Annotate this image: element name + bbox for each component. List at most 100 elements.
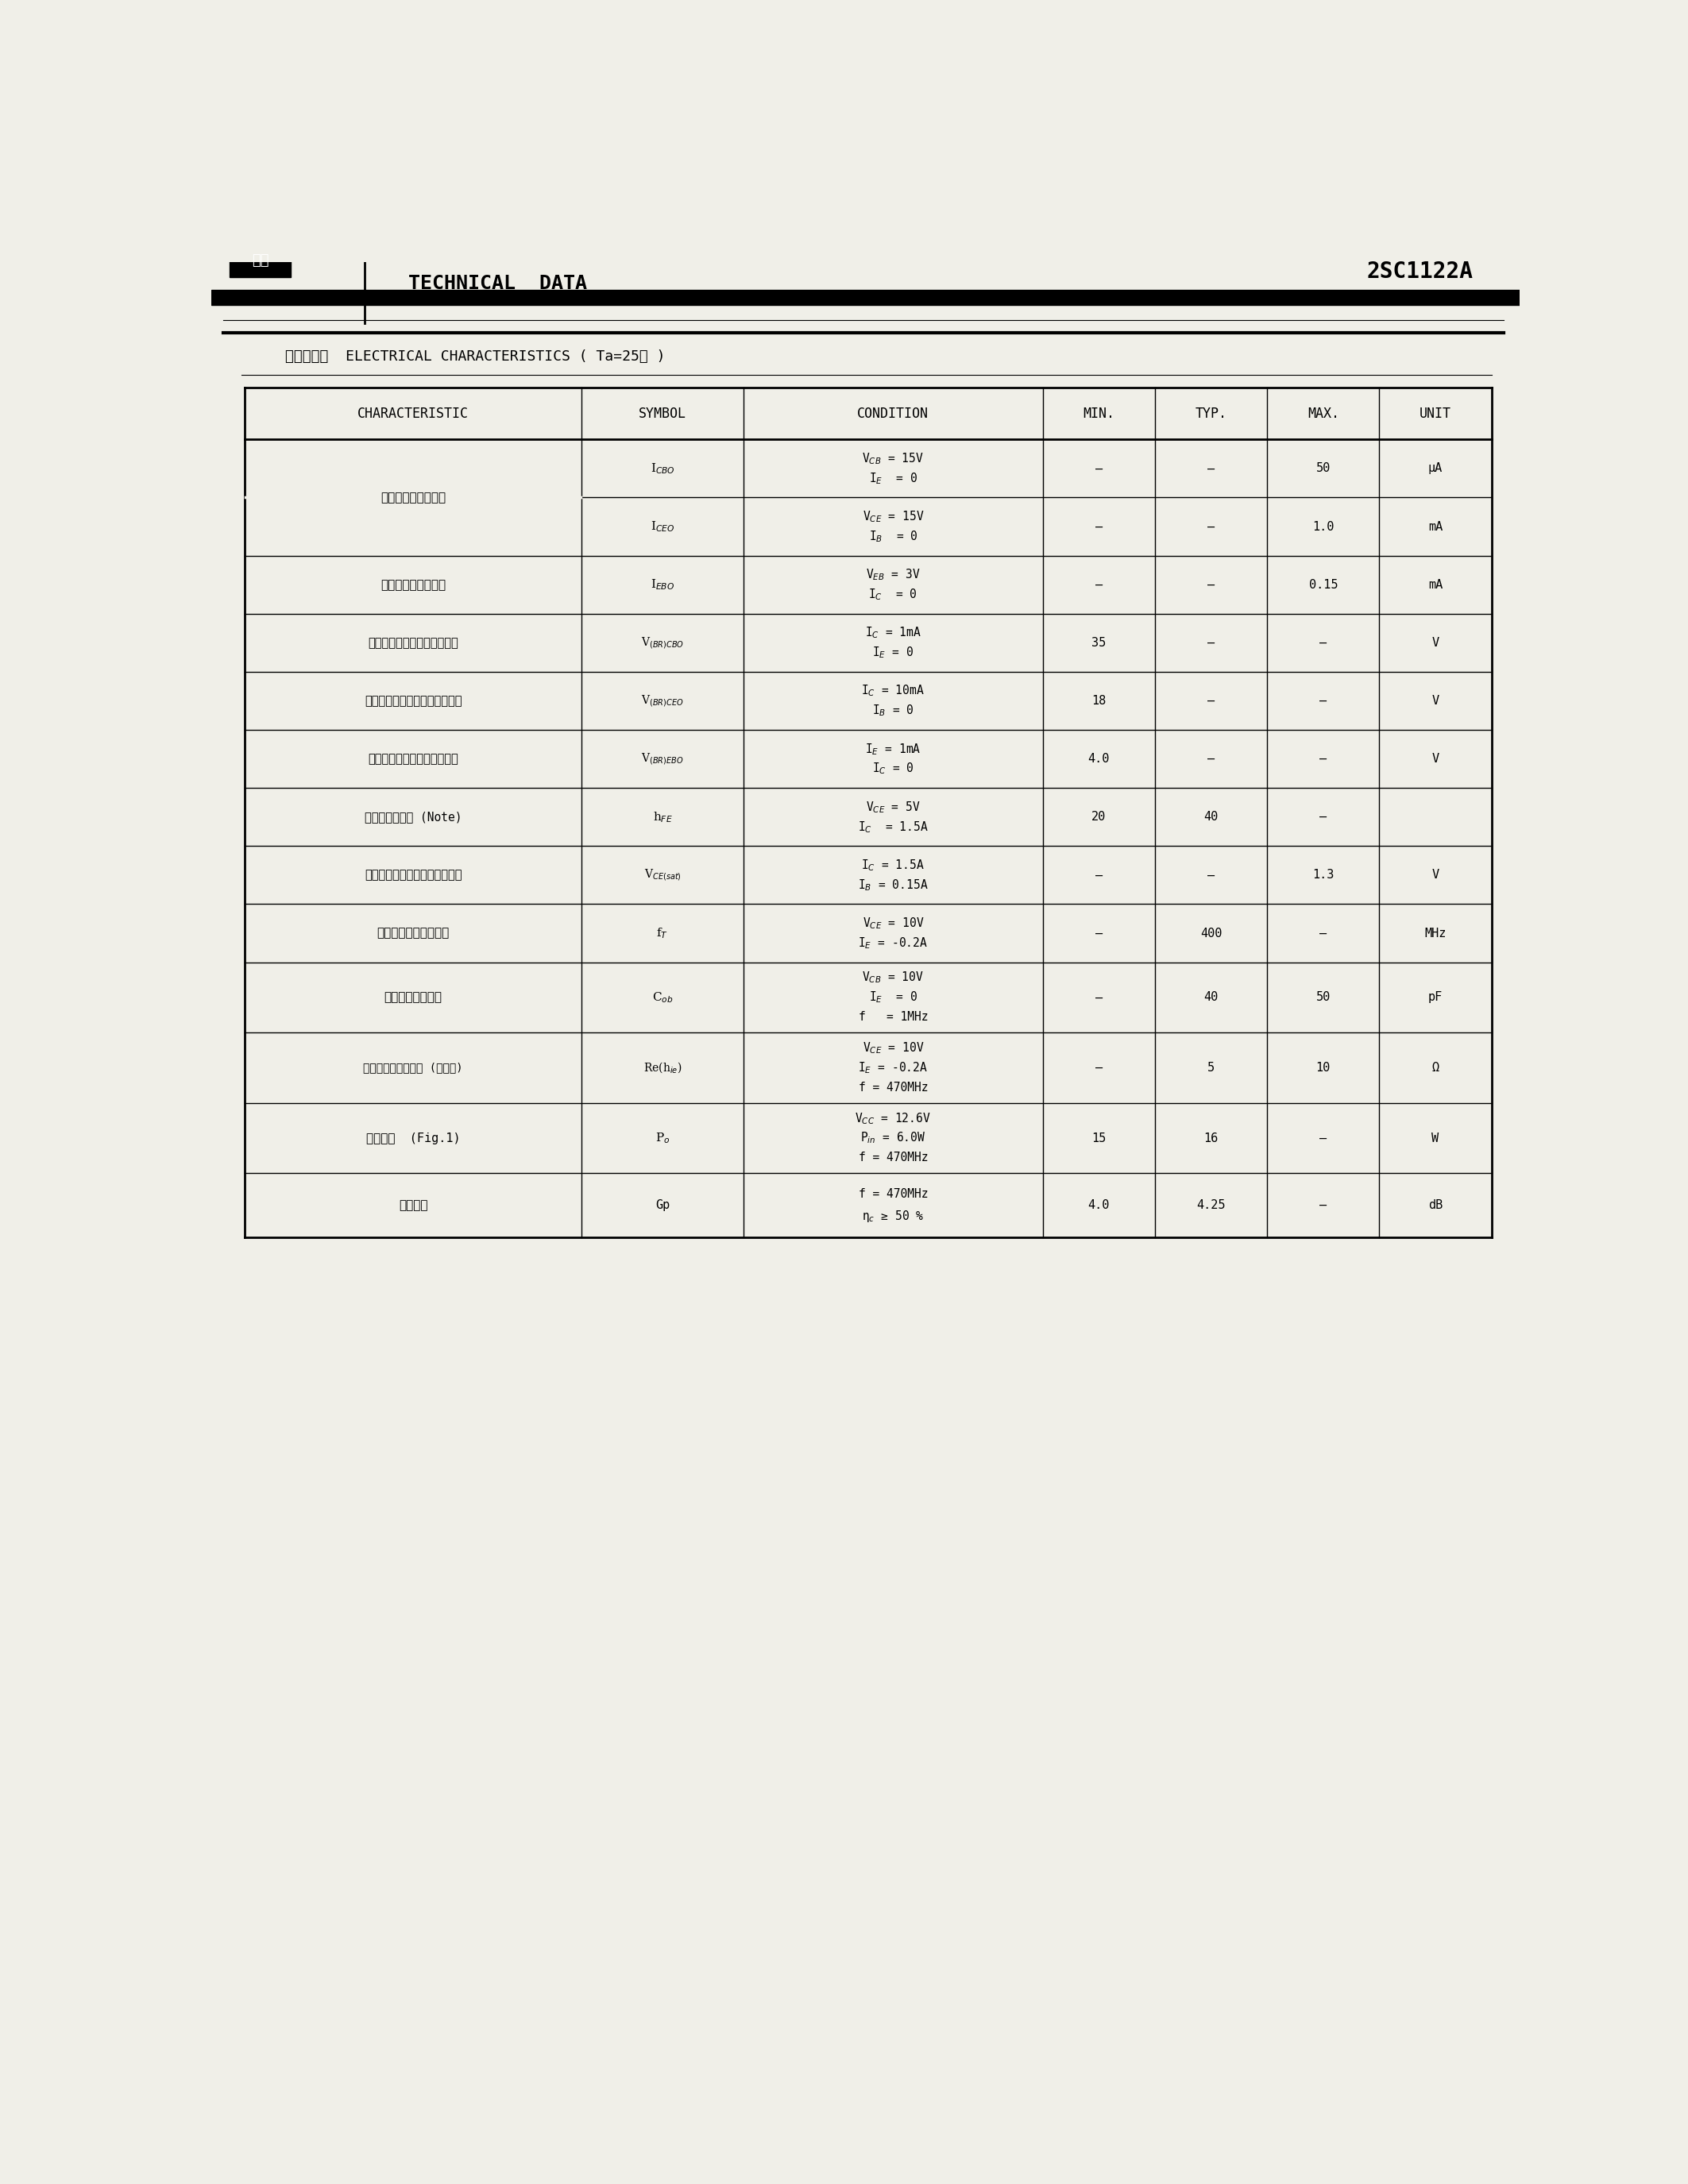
Text: dB: dB xyxy=(1428,1199,1443,1212)
Text: P$_{o}$: P$_{o}$ xyxy=(655,1131,670,1144)
Text: I$_{C}$  = 0: I$_{C}$ = 0 xyxy=(869,587,918,603)
Text: I$_{C}$ = 1.5A: I$_{C}$ = 1.5A xyxy=(861,858,925,874)
Text: mA: mA xyxy=(1428,579,1443,590)
Text: I$_{EBO}$: I$_{EBO}$ xyxy=(650,577,675,592)
Text: V: V xyxy=(1431,753,1440,764)
Text: —: — xyxy=(1207,753,1215,764)
Text: 出力電力  (Fig.1): 出力電力 (Fig.1) xyxy=(366,1131,461,1144)
Text: エミツタ・ベース間降伏電圧: エミツタ・ベース間降伏電圧 xyxy=(368,753,459,764)
Text: —: — xyxy=(1096,579,1102,590)
Text: f$_{T}$: f$_{T}$ xyxy=(657,926,668,941)
Text: I$_{C}$ = 10mA: I$_{C}$ = 10mA xyxy=(861,684,925,699)
Text: I$_{CEO}$: I$_{CEO}$ xyxy=(650,520,675,533)
Text: I$_{B}$ = 0: I$_{B}$ = 0 xyxy=(873,703,915,719)
Text: I$_{E}$  = 0: I$_{E}$ = 0 xyxy=(869,989,917,1005)
Text: I$_{C}$ = 0: I$_{C}$ = 0 xyxy=(873,762,915,775)
Bar xyxy=(211,290,1519,306)
Text: 18: 18 xyxy=(1092,695,1106,708)
Text: I$_{E}$ = 1mA: I$_{E}$ = 1mA xyxy=(866,743,922,756)
Text: —: — xyxy=(1207,579,1215,590)
Text: トランジション周波数: トランジション周波数 xyxy=(376,928,449,939)
Text: V$_{CE}$ = 10V: V$_{CE}$ = 10V xyxy=(863,1040,923,1055)
Text: 40: 40 xyxy=(1204,810,1219,823)
Text: コレクタしゃ断電流: コレクタしゃ断電流 xyxy=(380,491,446,505)
Text: 1.0: 1.0 xyxy=(1312,520,1334,533)
Text: 直流電流増幅率 (Note): 直流電流増幅率 (Note) xyxy=(365,810,463,823)
Text: エミツタしゃ断電流: エミツタしゃ断電流 xyxy=(380,579,446,590)
Text: —: — xyxy=(1207,463,1215,474)
Text: Ω: Ω xyxy=(1431,1061,1440,1075)
Text: V: V xyxy=(1431,695,1440,708)
Text: MAX.: MAX. xyxy=(1307,406,1339,422)
Text: mA: mA xyxy=(1428,520,1443,533)
Text: V$_{CB}$ = 10V: V$_{CB}$ = 10V xyxy=(863,970,923,985)
Text: —: — xyxy=(1096,928,1102,939)
Text: —: — xyxy=(1096,1061,1102,1075)
Text: I$_{E}$ = -0.2A: I$_{E}$ = -0.2A xyxy=(858,935,928,950)
Text: —: — xyxy=(1207,638,1215,649)
Text: 電力利得: 電力利得 xyxy=(398,1199,427,1212)
Text: 2SC1122A: 2SC1122A xyxy=(1367,260,1474,282)
Text: V$_{CE}$ = 10V: V$_{CE}$ = 10V xyxy=(863,915,923,930)
Text: CHARACTERISTIC: CHARACTERISTIC xyxy=(358,406,469,422)
Text: f   = 1MHz: f = 1MHz xyxy=(859,1011,928,1022)
Text: 35: 35 xyxy=(1092,638,1106,649)
Text: Re(h$_{ie}$): Re(h$_{ie}$) xyxy=(643,1061,682,1075)
Text: —: — xyxy=(1207,520,1215,533)
Text: P$_{in}$ = 6.0W: P$_{in}$ = 6.0W xyxy=(861,1131,925,1144)
Text: η$_{c}$ ≥ 50 %: η$_{c}$ ≥ 50 % xyxy=(863,1208,925,1223)
Text: TYP.: TYP. xyxy=(1195,406,1227,422)
Text: コレクタ・ベース間降伏電圧: コレクタ・ベース間降伏電圧 xyxy=(368,638,459,649)
Text: MHz: MHz xyxy=(1425,928,1447,939)
Text: V$_{CE(sat)}$: V$_{CE(sat)}$ xyxy=(643,867,680,882)
Text: V$_{(BR)CEO}$: V$_{(BR)CEO}$ xyxy=(641,692,684,708)
Text: —: — xyxy=(1320,638,1327,649)
Text: I$_{E}$  = 0: I$_{E}$ = 0 xyxy=(869,472,917,485)
Text: —: — xyxy=(1096,869,1102,880)
Text: V$_{(BR)CBO}$: V$_{(BR)CBO}$ xyxy=(641,636,684,651)
Text: 50: 50 xyxy=(1317,463,1330,474)
Text: —: — xyxy=(1320,1199,1327,1212)
Text: —: — xyxy=(1320,810,1327,823)
Text: I$_{C}$ = 1mA: I$_{C}$ = 1mA xyxy=(864,625,922,640)
Text: 4.25: 4.25 xyxy=(1197,1199,1225,1212)
Text: 10: 10 xyxy=(1317,1061,1330,1075)
Text: f = 470MHz: f = 470MHz xyxy=(859,1081,928,1094)
Text: —: — xyxy=(1320,928,1327,939)
Text: 東芝: 東芝 xyxy=(253,290,267,304)
Text: —: — xyxy=(1320,753,1327,764)
Text: 0.15: 0.15 xyxy=(1308,579,1337,590)
Text: 入力インビーダンス (実数部): 入力インビーダンス (実数部) xyxy=(363,1061,463,1072)
Text: 15: 15 xyxy=(1092,1131,1106,1144)
Text: コレクタ・エミツタ間降伏電圧: コレクタ・エミツタ間降伏電圧 xyxy=(365,695,463,708)
Text: f = 470MHz: f = 470MHz xyxy=(859,1151,928,1164)
Text: —: — xyxy=(1096,520,1102,533)
Text: V: V xyxy=(1431,869,1440,880)
Text: コレクタ出力容量: コレクタ出力容量 xyxy=(385,992,442,1002)
Text: 4.0: 4.0 xyxy=(1089,753,1109,764)
Text: I$_{E}$ = -0.2A: I$_{E}$ = -0.2A xyxy=(858,1059,928,1075)
Text: V$_{CE}$ = 15V: V$_{CE}$ = 15V xyxy=(863,509,923,524)
Text: W: W xyxy=(1431,1131,1440,1144)
Bar xyxy=(230,245,290,277)
Text: —: — xyxy=(1320,1131,1327,1144)
Text: コレクタ・エミツタ間飽和電圧: コレクタ・エミツタ間飽和電圧 xyxy=(365,869,463,880)
Text: SYMBOL: SYMBOL xyxy=(638,406,687,422)
Text: μA: μA xyxy=(1428,463,1443,474)
Text: I$_{B}$  = 0: I$_{B}$ = 0 xyxy=(869,529,918,544)
Text: 40: 40 xyxy=(1204,992,1219,1002)
Text: pF: pF xyxy=(1428,992,1443,1002)
Text: 16: 16 xyxy=(1204,1131,1219,1144)
Text: MIN.: MIN. xyxy=(1084,406,1114,422)
Text: C$_{ob}$: C$_{ob}$ xyxy=(652,989,674,1005)
Text: CONDITION: CONDITION xyxy=(858,406,928,422)
Text: I$_{CBO}$: I$_{CBO}$ xyxy=(650,461,675,476)
Text: —: — xyxy=(1207,869,1215,880)
Text: V$_{CE}$ = 5V: V$_{CE}$ = 5V xyxy=(866,799,920,815)
Text: —: — xyxy=(1096,992,1102,1002)
Text: 20: 20 xyxy=(1092,810,1106,823)
Text: V$_{CB}$ = 15V: V$_{CB}$ = 15V xyxy=(863,452,923,465)
Text: Gp: Gp xyxy=(655,1199,670,1212)
Text: I$_{C}$  = 1.5A: I$_{C}$ = 1.5A xyxy=(858,819,928,834)
Text: 1.3: 1.3 xyxy=(1312,869,1334,880)
